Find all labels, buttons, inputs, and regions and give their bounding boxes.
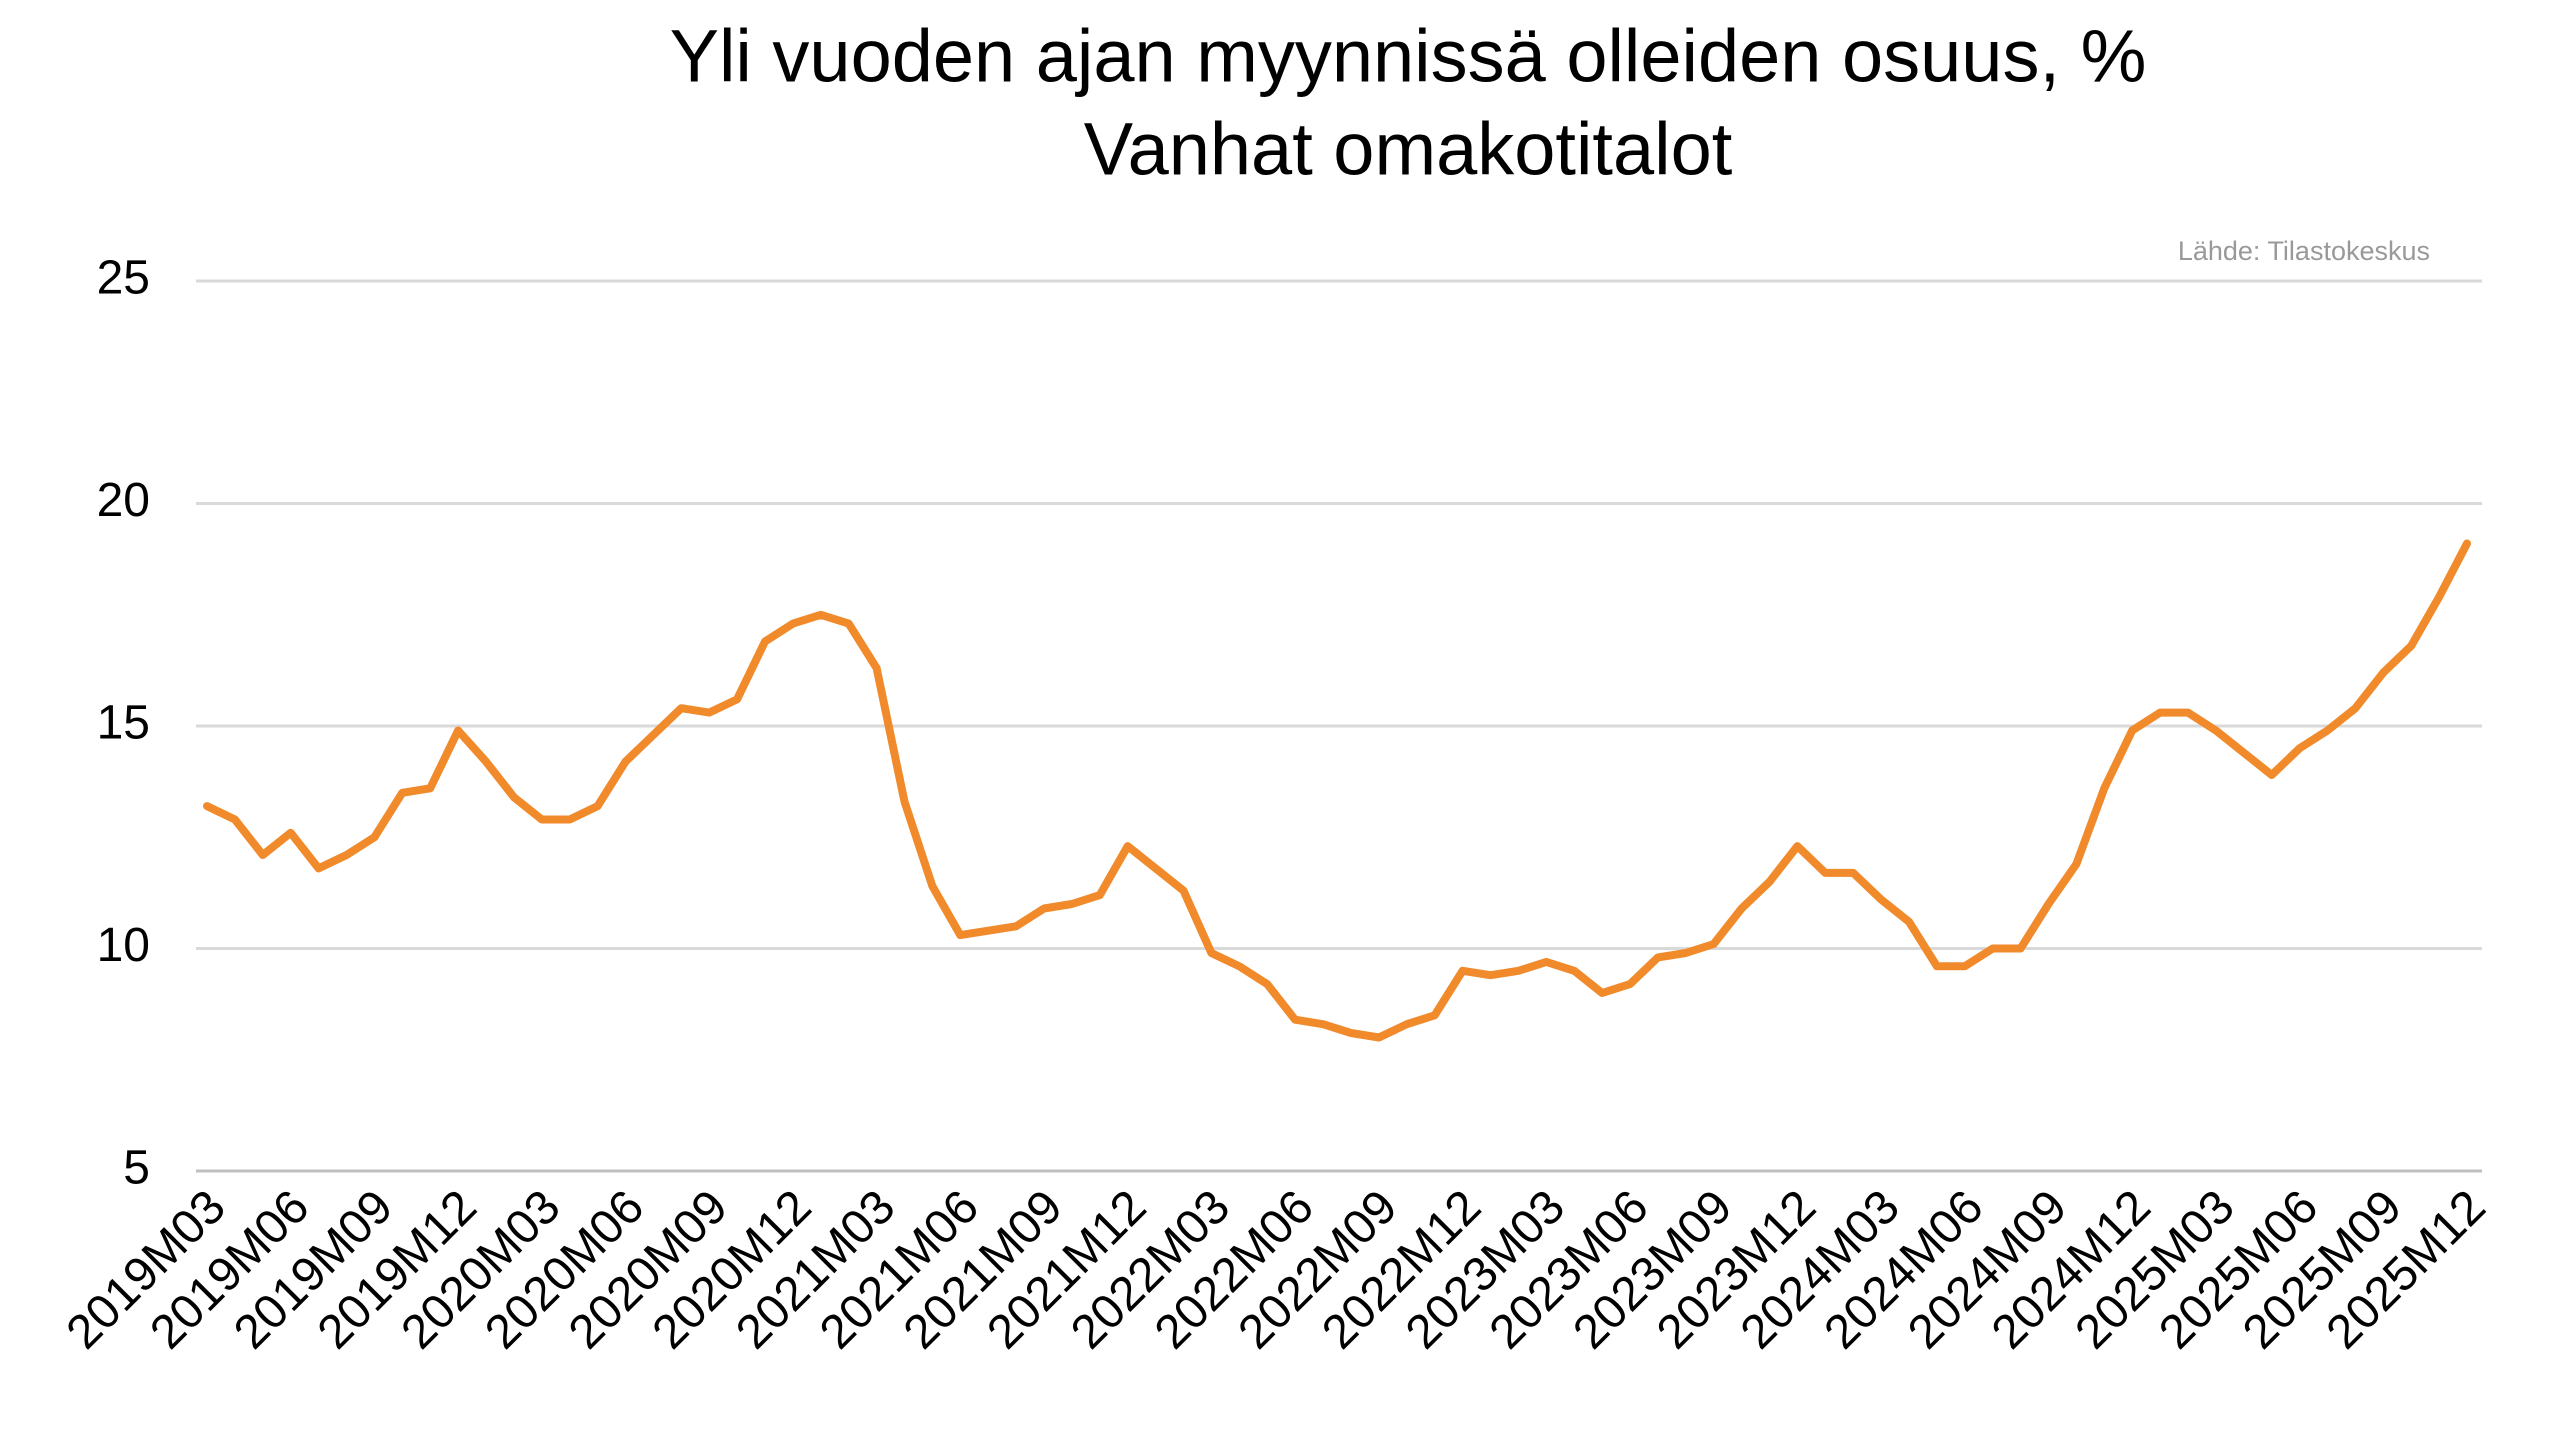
chart-subtitle: Vanhat omakotitalot — [1084, 108, 1733, 191]
data-line — [203, 539, 2471, 1042]
chart-title: Yli vuoden ajan myynnissä olleiden osuus… — [670, 15, 2147, 98]
y-tick-label: 20 — [97, 474, 150, 527]
y-tick-label: 10 — [97, 919, 150, 972]
source-note: Lähde: Tilastokeskus — [2178, 236, 2430, 266]
y-tick-label: 5 — [123, 1142, 150, 1195]
y-tick-label: 25 — [97, 252, 150, 305]
y-tick-label: 15 — [97, 697, 150, 750]
